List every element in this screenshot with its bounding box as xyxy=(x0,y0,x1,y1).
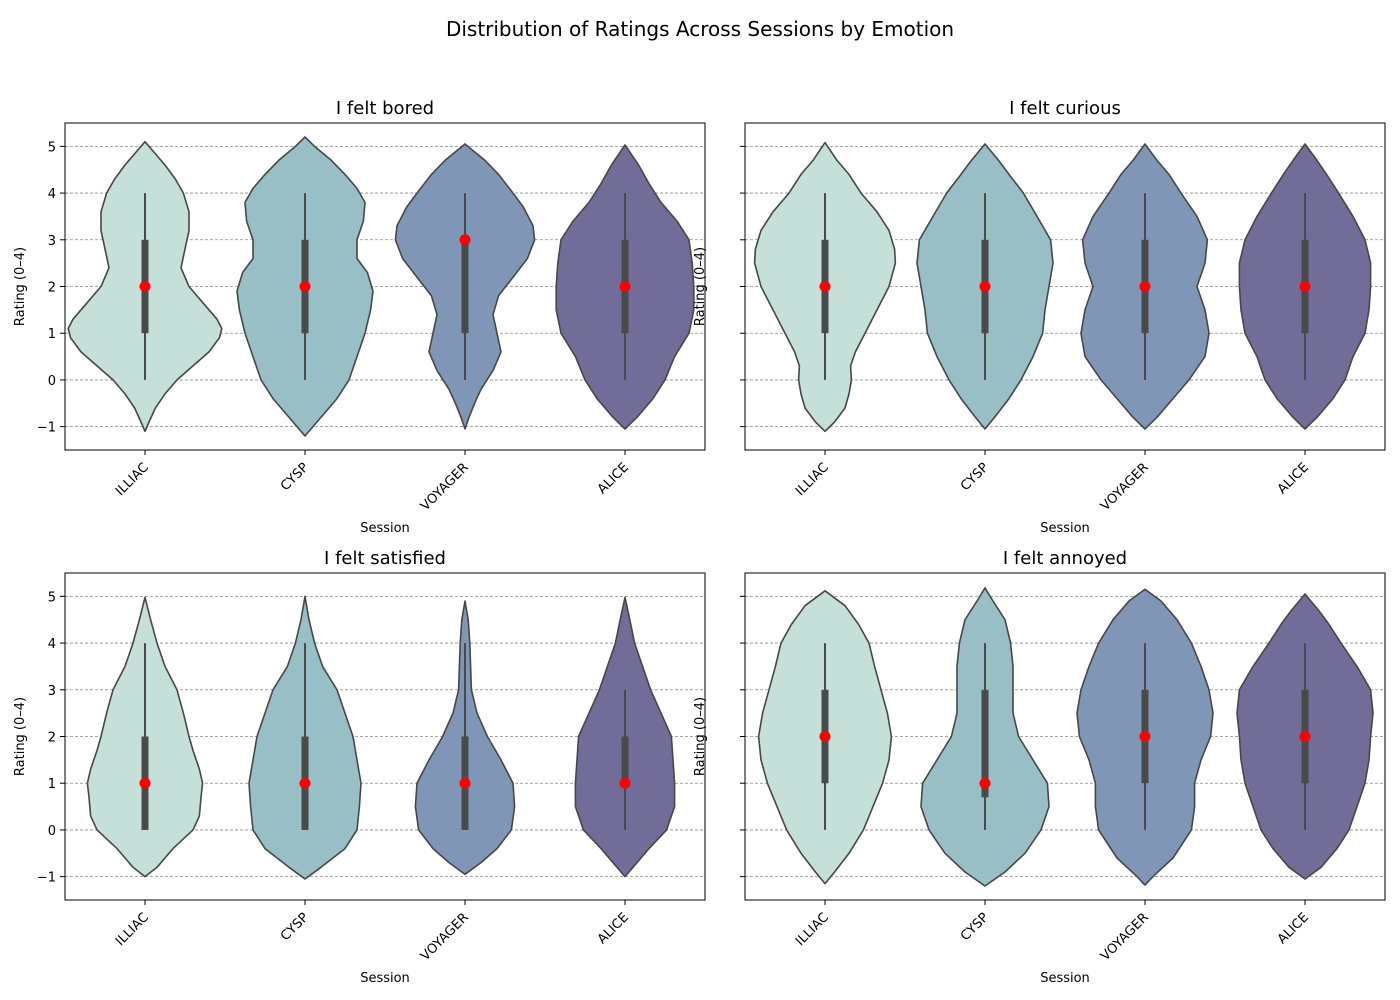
violin-illiac xyxy=(757,590,893,885)
median-point xyxy=(619,777,631,789)
subplot-title: I felt annoyed xyxy=(1003,548,1127,569)
subplot-title: I felt bored xyxy=(336,98,434,119)
median-point xyxy=(1299,731,1311,742)
y-tick-label: 0 xyxy=(48,824,56,839)
median-point xyxy=(299,777,311,789)
violin-cysp xyxy=(920,587,1050,887)
y-tick-label: 2 xyxy=(48,731,56,746)
x-tick-label: CYSP xyxy=(958,460,992,494)
violin-iqr-box xyxy=(621,736,629,784)
violin-voyager xyxy=(394,143,536,430)
y-tick-label: 0 xyxy=(48,374,56,389)
y-tick-label: 4 xyxy=(48,637,56,652)
median-point xyxy=(459,234,471,246)
y-axis-label: Rating (0–4) xyxy=(13,697,28,776)
x-tick-label: CYSP xyxy=(278,910,312,944)
x-tick-label: ILLIAC xyxy=(793,910,832,949)
x-tick-label: VOYAGER xyxy=(418,910,472,964)
violin-cysp xyxy=(916,143,1054,430)
median-point xyxy=(1139,731,1151,742)
subplot-title: I felt curious xyxy=(1009,98,1121,119)
y-axis-label: Rating (0–4) xyxy=(13,247,28,326)
x-tick-label: ALICE xyxy=(1275,460,1312,497)
median-point xyxy=(299,281,311,292)
y-axis-label: Rating (0–4) xyxy=(693,247,708,326)
violin-voyager xyxy=(1080,143,1210,430)
median-point xyxy=(619,281,631,292)
subplot-4: ILLIAC CYSP VOYAGER ALICE I felt annoyed Sess… xyxy=(693,548,1386,986)
violin-cysp xyxy=(248,595,362,880)
y-axis-label: Rating (0–4) xyxy=(693,697,708,776)
subplot-grid: −1 0 1 2 3 4 5 ILLIAC CYSP VOYAGER ALICE I felt bor… xyxy=(13,98,1386,986)
subplot-2: ILLIAC CYSP VOYAGER ALICE I felt curious Sess… xyxy=(693,98,1386,536)
violin-illiac xyxy=(67,140,223,433)
median-point xyxy=(139,777,151,789)
x-tick-label: ALICE xyxy=(595,460,632,497)
x-tick-label: ALICE xyxy=(595,910,632,947)
median-point xyxy=(819,281,831,292)
violin-cysp xyxy=(236,136,374,437)
median-point xyxy=(819,731,831,742)
x-tick-label: ILLIAC xyxy=(113,910,152,949)
median-point xyxy=(1299,281,1311,292)
x-tick-label: VOYAGER xyxy=(418,460,472,514)
x-axis-label: Session xyxy=(360,521,410,536)
x-tick-label: ILLIAC xyxy=(793,460,832,499)
violin-alice xyxy=(574,596,676,878)
y-tick-label: 1 xyxy=(48,777,56,792)
y-tick-label: 1 xyxy=(48,327,56,342)
y-tick-label: 5 xyxy=(48,590,56,605)
subplot-3: −1 0 1 2 3 4 5 ILLIAC CYSP VOYAGER ALICE I felt sat… xyxy=(13,548,706,986)
violin-alice xyxy=(1238,143,1372,430)
violin-illiac xyxy=(86,596,204,878)
y-tick-label: −1 xyxy=(37,421,56,436)
subplot-1: −1 0 1 2 3 4 5 ILLIAC CYSP VOYAGER ALICE I felt bor… xyxy=(13,98,706,536)
median-point xyxy=(139,281,151,292)
violin-alice xyxy=(555,144,695,430)
violin-iqr-box xyxy=(981,689,989,798)
violin-voyager xyxy=(1076,588,1214,886)
violin-alice xyxy=(1236,593,1374,880)
median-point xyxy=(979,777,991,789)
x-axis-label: Session xyxy=(1040,521,1090,536)
figure-title: Distribution of Ratings Across Sessions … xyxy=(446,17,954,41)
y-tick-label: 2 xyxy=(48,281,56,296)
y-tick-label: 3 xyxy=(48,684,56,699)
y-tick-label: 3 xyxy=(48,234,56,249)
x-tick-label: VOYAGER xyxy=(1098,460,1152,514)
x-tick-label: VOYAGER xyxy=(1098,910,1152,964)
y-tick-label: −1 xyxy=(37,871,56,886)
violin-illiac xyxy=(753,141,897,433)
median-point xyxy=(979,281,991,292)
x-axis-label: Session xyxy=(360,971,410,986)
median-point xyxy=(1139,281,1151,292)
x-tick-label: CYSP xyxy=(958,910,992,944)
y-tick-label: 5 xyxy=(48,140,56,155)
x-tick-label: ALICE xyxy=(1275,910,1312,947)
x-tick-label: ILLIAC xyxy=(113,460,152,499)
x-tick-label: CYSP xyxy=(278,460,312,494)
violin-iqr-box xyxy=(461,239,469,334)
violin-voyager xyxy=(414,600,516,876)
median-point xyxy=(459,777,471,789)
x-axis-label: Session xyxy=(1040,971,1090,986)
subplot-title: I felt satisfied xyxy=(324,548,446,569)
y-tick-label: 4 xyxy=(48,187,56,202)
